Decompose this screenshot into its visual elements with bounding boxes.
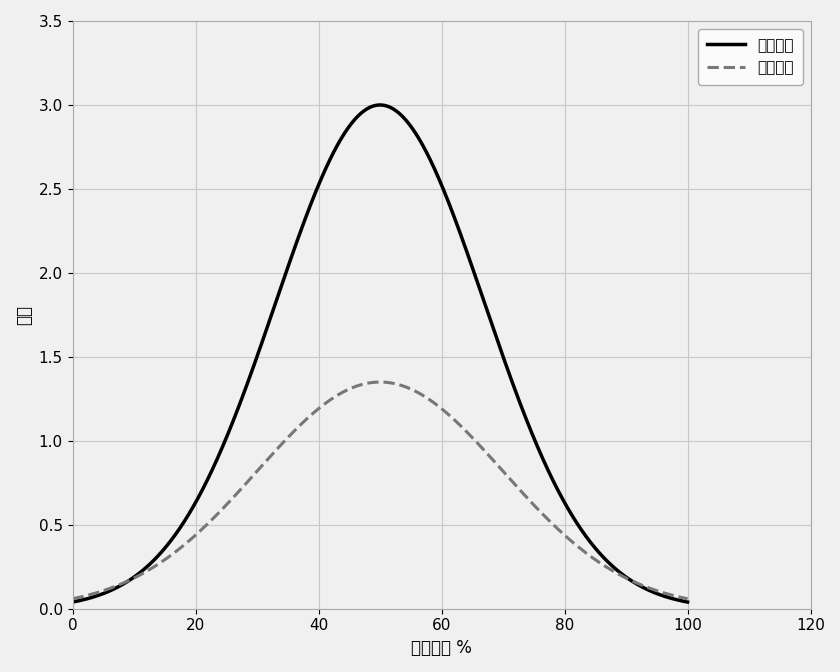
轮盖曲率 [683, 598, 693, 606]
轮毉曲率 [339, 388, 349, 396]
轮毉曲率 [491, 459, 501, 467]
轮盖曲率 [548, 476, 558, 484]
轮盖曲率 [67, 598, 77, 606]
轮毉曲率 [316, 403, 326, 411]
轮盖曲率 [339, 131, 349, 139]
轮毉曲率 [548, 520, 558, 528]
轮毉曲率 [375, 378, 385, 386]
Line: 轮毉曲率: 轮毉曲率 [72, 382, 688, 599]
轮毉曲率 [130, 573, 140, 581]
轮毉曲率 [683, 595, 693, 603]
轮毉曲率 [67, 595, 77, 603]
Y-axis label: 曲率: 曲率 [15, 305, 33, 325]
轮盖曲率 [316, 175, 326, 183]
Line: 轮盖曲率: 轮盖曲率 [72, 105, 688, 602]
轮盖曲率 [559, 497, 569, 505]
Legend: 轮盖曲率, 轮毉曲率: 轮盖曲率, 轮毉曲率 [698, 29, 803, 85]
轮毉曲率 [559, 530, 569, 538]
轮盖曲率 [491, 331, 501, 339]
轮盖曲率 [375, 101, 385, 109]
轮盖曲率 [130, 572, 140, 580]
X-axis label: 流向距离 %: 流向距离 % [411, 639, 472, 657]
